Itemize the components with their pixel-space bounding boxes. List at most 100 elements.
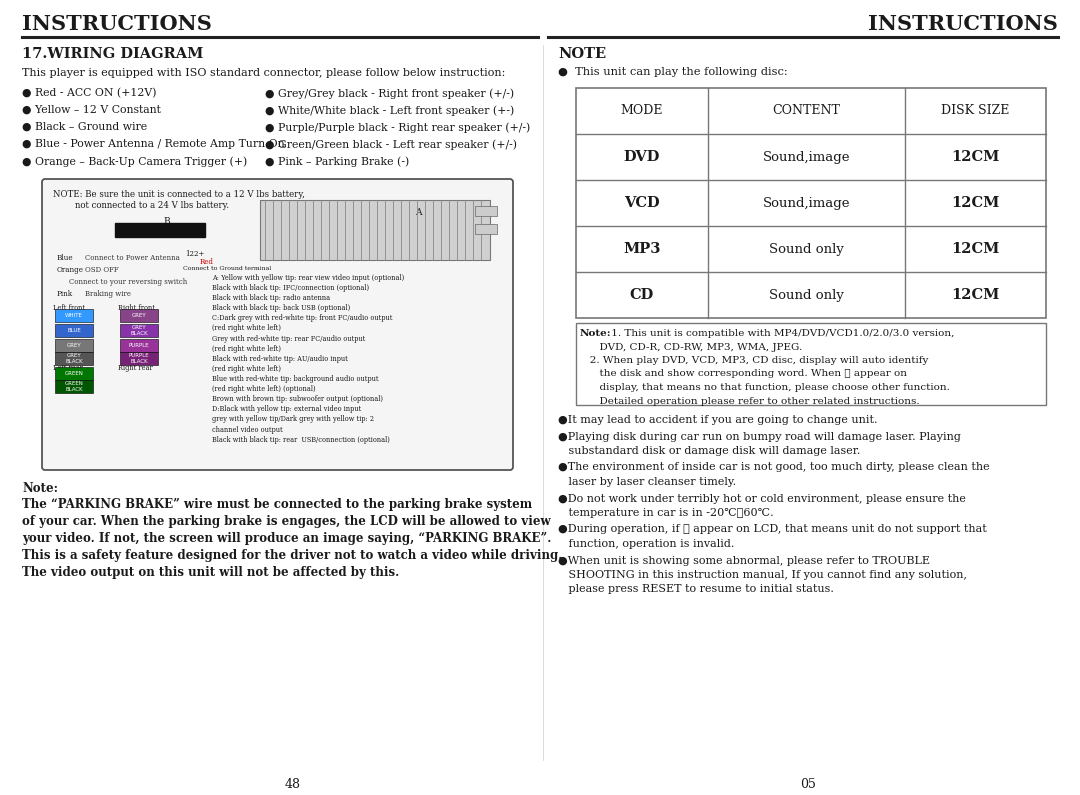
Text: ● White/White black - Left front speaker (+-): ● White/White black - Left front speaker… [265, 105, 514, 115]
Text: ● Purple/Purple black - Right rear speaker (+/-): ● Purple/Purple black - Right rear speak… [265, 122, 530, 133]
Text: Sound,image: Sound,image [762, 196, 850, 210]
FancyBboxPatch shape [42, 179, 513, 470]
Text: ● Yellow – 12 V Constant: ● Yellow – 12 V Constant [22, 105, 161, 115]
Text: PURPLE: PURPLE [129, 343, 149, 348]
Text: Left rear: Left rear [53, 364, 83, 372]
Text: This player is equipped with ISO standard connector, please follow below instruc: This player is equipped with ISO standar… [22, 68, 505, 78]
Text: temperature in car is in -20℃～60℃.: temperature in car is in -20℃～60℃. [558, 508, 773, 518]
Text: BLUE: BLUE [67, 328, 81, 333]
Text: Detailed operation please refer to other related instructions.: Detailed operation please refer to other… [580, 397, 920, 405]
Text: This is a safety feature designed for the driver not to watch a video while driv: This is a safety feature designed for th… [22, 549, 563, 562]
Text: Note:: Note: [580, 329, 611, 338]
Text: ● Red - ACC ON (+12V): ● Red - ACC ON (+12V) [22, 88, 157, 99]
Text: substandard disk or damage disk will damage laser.: substandard disk or damage disk will dam… [558, 446, 861, 456]
Bar [55, 324, 93, 337]
Text: of your car. When the parking brake is engages, the LCD will be allowed to view: of your car. When the parking brake is e… [22, 515, 551, 528]
Text: Connect to your reversing switch: Connect to your reversing switch [69, 278, 187, 286]
Text: 17.WIRING DIAGRAM: 17.WIRING DIAGRAM [22, 47, 203, 61]
Text: ● Blue - Power Antenna / Remote Amp Turn On: ● Blue - Power Antenna / Remote Amp Turn… [22, 139, 285, 149]
Text: DVD, CD-R, CD-RW, MP3, WMA, JPEG.: DVD, CD-R, CD-RW, MP3, WMA, JPEG. [580, 343, 802, 351]
Text: display, that means no that function, please choose other function.: display, that means no that function, pl… [580, 383, 950, 392]
Text: GREEN: GREEN [65, 371, 83, 376]
Text: ● Orange – Back-Up Camera Trigger (+): ● Orange – Back-Up Camera Trigger (+) [22, 156, 247, 167]
Text: Note:: Note: [22, 482, 58, 495]
Text: PURPLE
BLACK: PURPLE BLACK [129, 353, 149, 364]
Text: INSTRUCTIONS: INSTRUCTIONS [22, 14, 212, 34]
Text: GREY
BLACK: GREY BLACK [131, 325, 148, 336]
Text: 1. This unit is compatible with MP4/DVD/VCD1.0/2.0/3.0 version,: 1. This unit is compatible with MP4/DVD/… [608, 329, 955, 338]
Text: Red: Red [200, 258, 214, 266]
Text: DISK SIZE: DISK SIZE [942, 104, 1010, 118]
Text: 12CM: 12CM [951, 196, 1000, 210]
Text: NOTE: NOTE [558, 47, 606, 61]
Text: The video output on this unit will not be affected by this.: The video output on this unit will not b… [22, 566, 400, 579]
Bar [55, 339, 93, 352]
Text: GREY
BLACK: GREY BLACK [65, 353, 83, 364]
Text: 12CM: 12CM [951, 288, 1000, 302]
Bar [55, 367, 93, 380]
Text: 05: 05 [800, 778, 815, 791]
Text: The “PARKING BRAKE” wire must be connected to the parking brake system: The “PARKING BRAKE” wire must be connect… [22, 498, 532, 511]
Text: function, operation is invalid.: function, operation is invalid. [558, 539, 734, 549]
Text: ●It may lead to accident if you are going to change unit.: ●It may lead to accident if you are goin… [558, 415, 877, 425]
Text: ●During operation, if ② appear on LCD, that means unit do not support that: ●During operation, if ② appear on LCD, t… [558, 525, 987, 534]
Text: not connected to a 24 V lbs battery.: not connected to a 24 V lbs battery. [53, 201, 229, 210]
Text: ●When unit is showing some abnormal, please refer to TROUBLE: ●When unit is showing some abnormal, ple… [558, 556, 930, 565]
Bar [260, 200, 490, 260]
Text: WHITE: WHITE [65, 313, 83, 318]
Text: MODE: MODE [621, 104, 663, 118]
Text: NOTE: Be sure the unit is connected to a 12 V lbs battery,: NOTE: Be sure the unit is connected to a… [53, 190, 305, 199]
Text: ●Playing disk during car run on bumpy road will damage laser. Playing: ●Playing disk during car run on bumpy ro… [558, 432, 961, 441]
Bar [120, 352, 158, 365]
Text: MP3: MP3 [623, 242, 661, 256]
Text: B: B [163, 217, 170, 226]
Text: laser by laser cleanser timely.: laser by laser cleanser timely. [558, 477, 737, 487]
Text: GREY: GREY [132, 313, 146, 318]
Text: the disk and show corresponding word. When ② appear on: the disk and show corresponding word. Wh… [580, 370, 907, 378]
Text: GREY: GREY [67, 343, 81, 348]
Text: 48: 48 [285, 778, 301, 791]
Text: Right rear: Right rear [118, 364, 152, 372]
Text: ● Black – Ground wire: ● Black – Ground wire [22, 122, 147, 132]
Text: ● Green/Green black - Left rear speaker (+/-): ● Green/Green black - Left rear speaker … [265, 139, 517, 149]
Text: Orange: Orange [57, 266, 84, 274]
Bar [55, 352, 93, 365]
Bar [120, 339, 158, 352]
Bar [120, 309, 158, 322]
Bar [576, 88, 1047, 318]
Text: VCD: VCD [624, 196, 660, 210]
Text: GREEN
BLACK: GREEN BLACK [65, 381, 83, 392]
Text: ●  This unit can play the following disc:: ● This unit can play the following disc: [558, 67, 787, 77]
Text: Left front: Left front [53, 304, 85, 312]
Text: ● Grey/Grey black - Right front speaker (+/-): ● Grey/Grey black - Right front speaker … [265, 88, 514, 99]
Text: Braking wire: Braking wire [85, 290, 131, 298]
Text: ●Do not work under terribly hot or cold environment, please ensure the: ●Do not work under terribly hot or cold … [558, 494, 966, 503]
Text: OSD OFF: OSD OFF [85, 266, 119, 274]
Text: CD: CD [630, 288, 653, 302]
Text: A: Yellow with yellow tip: rear view video input (optional)
Black with black tip: A: Yellow with yellow tip: rear view vid… [212, 274, 404, 444]
Text: 12CM: 12CM [951, 242, 1000, 256]
Text: Sound,image: Sound,image [762, 150, 850, 164]
Text: Sound only: Sound only [769, 289, 843, 301]
Text: Blue: Blue [57, 254, 73, 262]
Text: INSTRUCTIONS: INSTRUCTIONS [868, 14, 1058, 34]
Bar [475, 224, 497, 234]
Text: Right front: Right front [118, 304, 156, 312]
Text: 122+: 122+ [185, 250, 204, 258]
Bar [120, 324, 158, 337]
Text: Connect to Ground terminal: Connect to Ground terminal [183, 266, 271, 271]
Text: CONTENT: CONTENT [772, 104, 840, 118]
Bar [114, 223, 205, 237]
Text: ● Pink – Parking Brake (-): ● Pink – Parking Brake (-) [265, 156, 409, 167]
Text: your video. If not, the screen will produce an image saying, “PARKING BRAKE”.: your video. If not, the screen will prod… [22, 532, 552, 545]
Bar [55, 380, 93, 393]
Text: ●The environment of inside car is not good, too much dirty, please clean the: ●The environment of inside car is not go… [558, 463, 989, 472]
Bar [576, 323, 1047, 405]
Text: DVD: DVD [623, 150, 660, 164]
Bar [475, 206, 497, 216]
Text: 12CM: 12CM [951, 150, 1000, 164]
Text: Sound only: Sound only [769, 242, 843, 255]
Text: Pink: Pink [57, 290, 73, 298]
Text: 2. When play DVD, VCD, MP3, CD disc, display will auto identify: 2. When play DVD, VCD, MP3, CD disc, dis… [580, 356, 929, 365]
Bar [55, 309, 93, 322]
